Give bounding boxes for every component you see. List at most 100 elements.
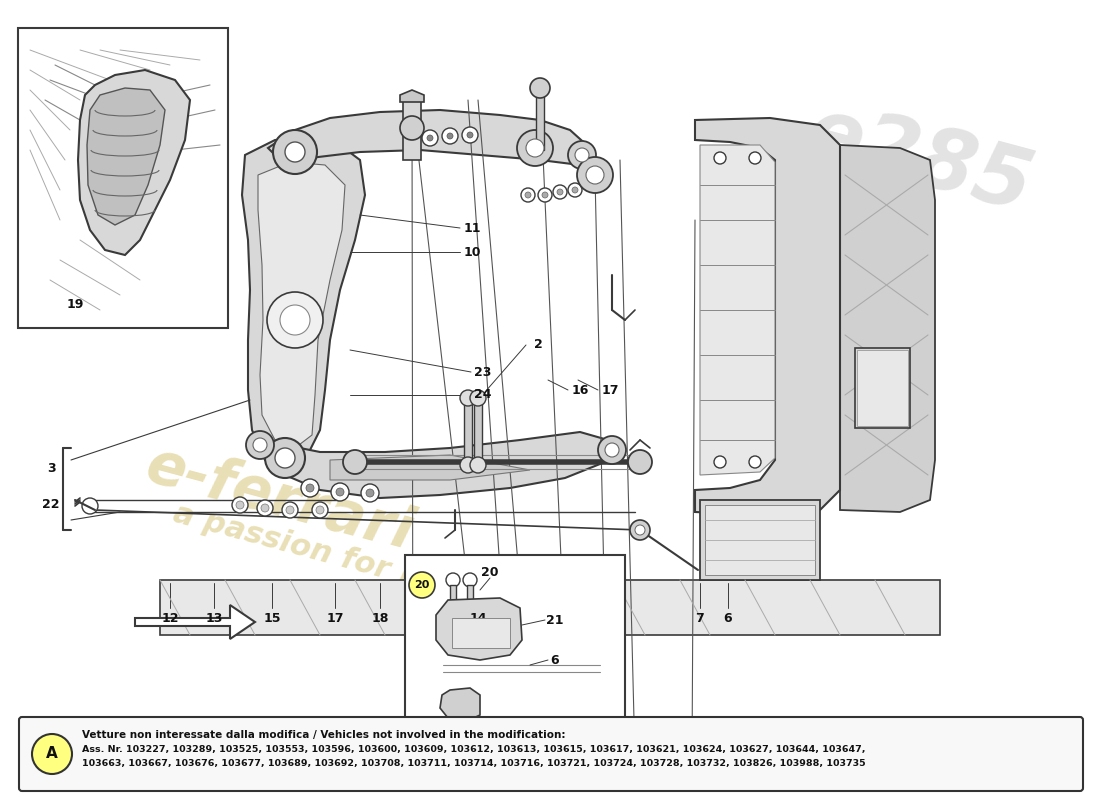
Bar — [474, 400, 482, 465]
Circle shape — [538, 188, 552, 202]
Circle shape — [400, 116, 424, 140]
Circle shape — [525, 192, 531, 198]
Polygon shape — [135, 605, 255, 639]
Text: 2: 2 — [534, 338, 542, 351]
Text: Ass. Nr. 103227, 103289, 103525, 103553, 103596, 103600, 103609, 103612, 103613,: Ass. Nr. 103227, 103289, 103525, 103553,… — [82, 745, 866, 754]
Bar — [536, 90, 544, 150]
Polygon shape — [330, 455, 530, 480]
Text: 3: 3 — [46, 462, 55, 474]
Circle shape — [257, 500, 273, 516]
Text: 18: 18 — [526, 742, 543, 754]
Bar — [452, 618, 510, 648]
Polygon shape — [78, 70, 190, 255]
Circle shape — [409, 572, 434, 598]
Bar — [705, 505, 815, 575]
Text: 6: 6 — [724, 611, 733, 625]
Text: 19: 19 — [66, 298, 84, 311]
Circle shape — [267, 292, 323, 348]
Circle shape — [468, 132, 473, 138]
Circle shape — [749, 456, 761, 468]
Circle shape — [517, 130, 553, 166]
Text: 20: 20 — [415, 580, 430, 590]
Circle shape — [568, 141, 596, 169]
Polygon shape — [700, 145, 776, 475]
Text: 5: 5 — [565, 742, 574, 754]
Text: A: A — [46, 746, 58, 762]
Circle shape — [32, 734, 72, 774]
Circle shape — [628, 450, 652, 474]
Polygon shape — [440, 688, 480, 722]
Polygon shape — [258, 162, 345, 448]
Text: 9: 9 — [604, 742, 613, 754]
Circle shape — [568, 183, 582, 197]
Circle shape — [253, 438, 267, 452]
Circle shape — [446, 573, 460, 587]
Polygon shape — [242, 138, 365, 470]
Text: 15: 15 — [405, 742, 421, 754]
Circle shape — [336, 488, 344, 496]
Text: 24: 24 — [474, 389, 492, 402]
Circle shape — [542, 192, 548, 198]
Text: 17: 17 — [327, 611, 343, 625]
Circle shape — [422, 130, 438, 146]
Bar — [855, 348, 910, 428]
Text: 14: 14 — [683, 742, 701, 754]
Text: 7: 7 — [695, 611, 704, 625]
Polygon shape — [436, 598, 522, 660]
Text: 21: 21 — [547, 614, 563, 626]
Circle shape — [605, 443, 619, 457]
Circle shape — [714, 456, 726, 468]
Circle shape — [521, 188, 535, 202]
Circle shape — [361, 484, 379, 502]
Text: e285: e285 — [799, 91, 1042, 229]
Circle shape — [232, 497, 248, 513]
Text: 23: 23 — [474, 366, 492, 378]
Circle shape — [306, 484, 313, 492]
Circle shape — [285, 142, 305, 162]
Circle shape — [470, 390, 486, 406]
Circle shape — [553, 185, 566, 199]
Circle shape — [427, 135, 433, 141]
Polygon shape — [400, 90, 424, 102]
Text: 11: 11 — [463, 222, 481, 234]
Text: e-ferrari: e-ferrari — [140, 437, 420, 563]
Text: 18: 18 — [372, 611, 388, 625]
Bar — [403, 100, 421, 160]
Circle shape — [343, 450, 367, 474]
Circle shape — [442, 128, 458, 144]
Circle shape — [749, 152, 761, 164]
Bar — [468, 585, 473, 600]
Circle shape — [447, 133, 453, 139]
Circle shape — [598, 436, 626, 464]
Text: 17: 17 — [602, 383, 618, 397]
Circle shape — [331, 483, 349, 501]
Circle shape — [635, 525, 645, 535]
Circle shape — [630, 520, 650, 540]
FancyBboxPatch shape — [19, 717, 1084, 791]
Circle shape — [714, 152, 726, 164]
Circle shape — [246, 431, 274, 459]
Circle shape — [470, 457, 486, 473]
Text: 103663, 103667, 103676, 103677, 103689, 103692, 103708, 103711, 103714, 103716, : 103663, 103667, 103676, 103677, 103689, … — [82, 759, 866, 768]
Circle shape — [301, 479, 319, 497]
Text: 8: 8 — [630, 742, 639, 754]
Text: 12: 12 — [162, 611, 178, 625]
Polygon shape — [840, 145, 935, 512]
Bar — [464, 400, 472, 465]
Circle shape — [586, 166, 604, 184]
Text: Vetture non interessate dalla modifica / Vehicles not involved in the modificati: Vetture non interessate dalla modifica /… — [82, 730, 565, 740]
Text: 15: 15 — [263, 611, 280, 625]
Polygon shape — [87, 88, 165, 225]
Circle shape — [575, 148, 589, 162]
Circle shape — [316, 506, 324, 514]
Circle shape — [282, 502, 298, 518]
Bar — [18, 28, 228, 328]
Text: a passion for parts: a passion for parts — [169, 499, 491, 611]
Polygon shape — [268, 110, 590, 165]
Bar — [700, 500, 820, 580]
Text: 13: 13 — [206, 611, 222, 625]
Text: 7: 7 — [463, 734, 472, 746]
Circle shape — [261, 504, 270, 512]
Text: 4: 4 — [508, 742, 517, 754]
Circle shape — [462, 127, 478, 143]
